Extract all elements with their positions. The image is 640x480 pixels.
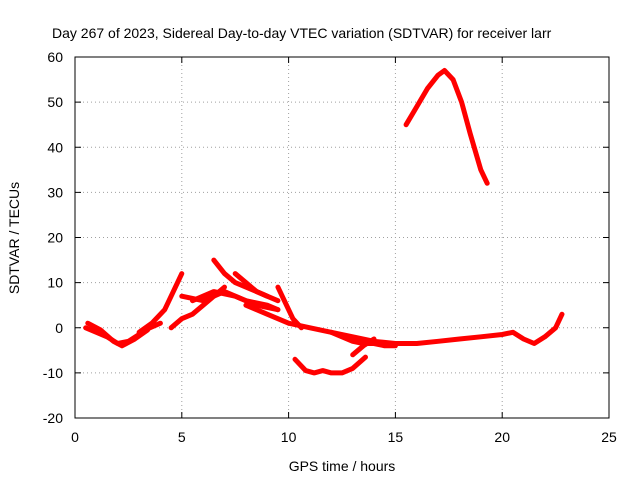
y-tick-label: 50: [47, 94, 63, 110]
y-tick-label: 10: [47, 275, 63, 291]
y-tick-label: 40: [47, 139, 63, 155]
series-arc-14: [403, 68, 490, 186]
x-tick-label: 10: [281, 429, 297, 445]
series-arc-10: [275, 284, 304, 331]
series-arc-3: [136, 271, 185, 335]
series-group: [83, 68, 565, 376]
y-tick-label: -10: [43, 365, 63, 381]
series-arc-12: [350, 336, 377, 358]
series-arc-8: [232, 271, 281, 304]
y-axis-label: SDTVAR / TECUs: [6, 182, 22, 294]
y-tick-label: 60: [47, 49, 63, 65]
y-tick-label: 0: [55, 320, 63, 336]
axis-ticks: [74, 56, 610, 419]
x-tick-label: 25: [601, 429, 617, 445]
y-tick-label: 30: [47, 184, 63, 200]
series-arc-9: [243, 302, 565, 346]
chart-title: Day 267 of 2023, Sidereal Day-to-day VTE…: [52, 25, 552, 41]
series-arc-2: [85, 320, 151, 349]
x-tick-labels: 0 5 10 15 20 25: [71, 429, 617, 445]
x-tick-label: 20: [494, 429, 510, 445]
x-tick-label: 15: [388, 429, 404, 445]
y-tick-labels: -20 -10 0 10 20 30 40 50 60: [43, 49, 63, 426]
x-tick-label: 5: [178, 429, 186, 445]
x-axis-label: GPS time / hours: [289, 458, 396, 474]
series-arc-6: [190, 289, 281, 313]
series-arc-13: [292, 354, 368, 376]
y-tick-label: 20: [47, 230, 63, 246]
x-tick-label: 0: [71, 429, 79, 445]
grid: [75, 57, 609, 418]
y-tick-label: -20: [43, 410, 63, 426]
